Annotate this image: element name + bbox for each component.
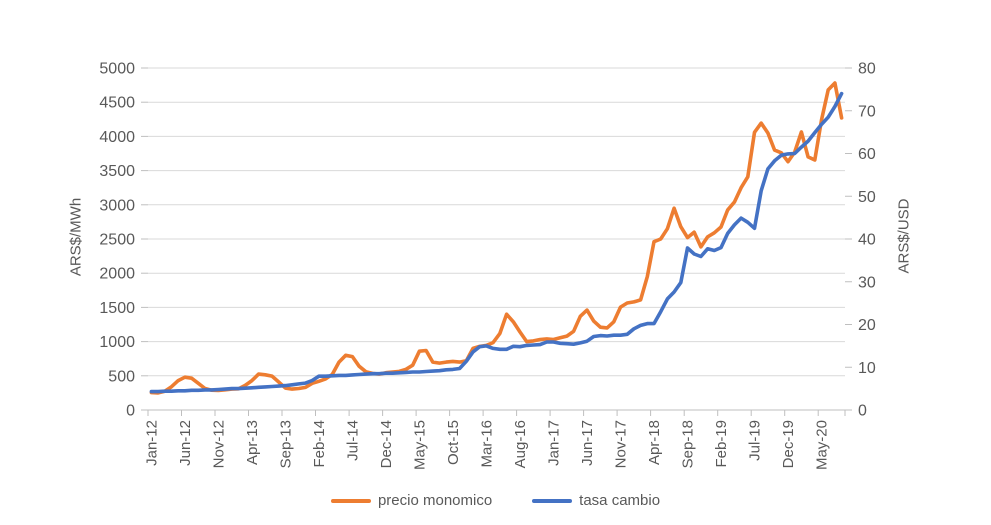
svg-text:1000: 1000: [99, 334, 135, 351]
svg-text:0: 0: [858, 403, 867, 420]
svg-text:Aug-16: Aug-16: [512, 420, 529, 468]
svg-text:3000: 3000: [99, 197, 135, 214]
legend: precio monomico tasa cambio: [0, 492, 991, 509]
svg-text:0: 0: [126, 403, 135, 420]
left-axis-ticks: 0 500 1000 1500 2000 2500 3000 3500 4000 4500 5000: [99, 61, 148, 420]
legend-line-swatch-blue: [532, 498, 573, 503]
legend-item-tasa-cambio: tasa cambio: [532, 492, 660, 509]
svg-text:50: 50: [858, 189, 876, 206]
svg-text:Jul-14: Jul-14: [344, 420, 361, 461]
svg-text:500: 500: [108, 368, 135, 385]
svg-text:Jun-12: Jun-12: [177, 420, 194, 466]
svg-text:3500: 3500: [99, 163, 135, 180]
svg-text:5000: 5000: [99, 61, 135, 78]
svg-text:Nov-17: Nov-17: [613, 420, 630, 468]
svg-text:80: 80: [858, 61, 876, 78]
svg-text:4500: 4500: [99, 95, 135, 112]
svg-text:2500: 2500: [99, 232, 135, 249]
svg-text:Dec-14: Dec-14: [378, 420, 395, 468]
svg-text:30: 30: [858, 274, 876, 291]
svg-text:Apr-18: Apr-18: [646, 420, 663, 465]
svg-text:Jul-19: Jul-19: [747, 420, 764, 461]
svg-text:60: 60: [858, 146, 876, 163]
x-axis-labels: Jan-12 Jun-12 Nov-12 Apr-13 Sep-13 Feb-14 Jul-…: [143, 420, 830, 470]
right-axis-ticks: 0 10 20 30 40 50 60 70 80: [845, 61, 876, 420]
svg-text:Dec-19: Dec-19: [780, 420, 797, 468]
svg-text:Apr-13: Apr-13: [244, 420, 261, 465]
legend-item-precio-monomico: precio monomico: [330, 492, 493, 509]
x-axis-ticks: [147, 410, 846, 416]
svg-text:Feb-14: Feb-14: [311, 420, 328, 468]
svg-text:Sep-18: Sep-18: [680, 420, 697, 468]
series-line-precio-monomico: [149, 81, 844, 395]
left-axis-title: ARS$/MWh: [67, 197, 85, 277]
svg-text:40: 40: [858, 232, 876, 249]
svg-text:Feb-19: Feb-19: [713, 420, 730, 468]
svg-text:Jun-17: Jun-17: [579, 420, 596, 466]
gridlines: [148, 67, 845, 377]
svg-text:Sep-13: Sep-13: [277, 420, 294, 468]
svg-text:May-15: May-15: [411, 420, 428, 470]
series-line-tasa-cambio: [149, 91, 844, 394]
svg-text:Oct-15: Oct-15: [445, 420, 462, 465]
right-axis-title: ARS$/USD: [895, 198, 913, 274]
svg-text:4000: 4000: [99, 129, 135, 146]
svg-text:20: 20: [858, 317, 876, 334]
legend-label-precio-monomico: precio monomico: [377, 492, 493, 509]
svg-text:May-20: May-20: [814, 420, 831, 470]
svg-text:70: 70: [858, 103, 876, 120]
legend-line-swatch-orange: [330, 498, 371, 503]
svg-text:Mar-16: Mar-16: [478, 420, 495, 468]
svg-text:Nov-12: Nov-12: [210, 420, 227, 468]
svg-text:1500: 1500: [99, 300, 135, 317]
svg-text:Jan-17: Jan-17: [546, 420, 563, 466]
svg-text:10: 10: [858, 360, 876, 377]
svg-text:2000: 2000: [99, 266, 135, 283]
svg-text:Jan-12: Jan-12: [143, 420, 160, 466]
legend-label-tasa-cambio: tasa cambio: [579, 492, 661, 509]
